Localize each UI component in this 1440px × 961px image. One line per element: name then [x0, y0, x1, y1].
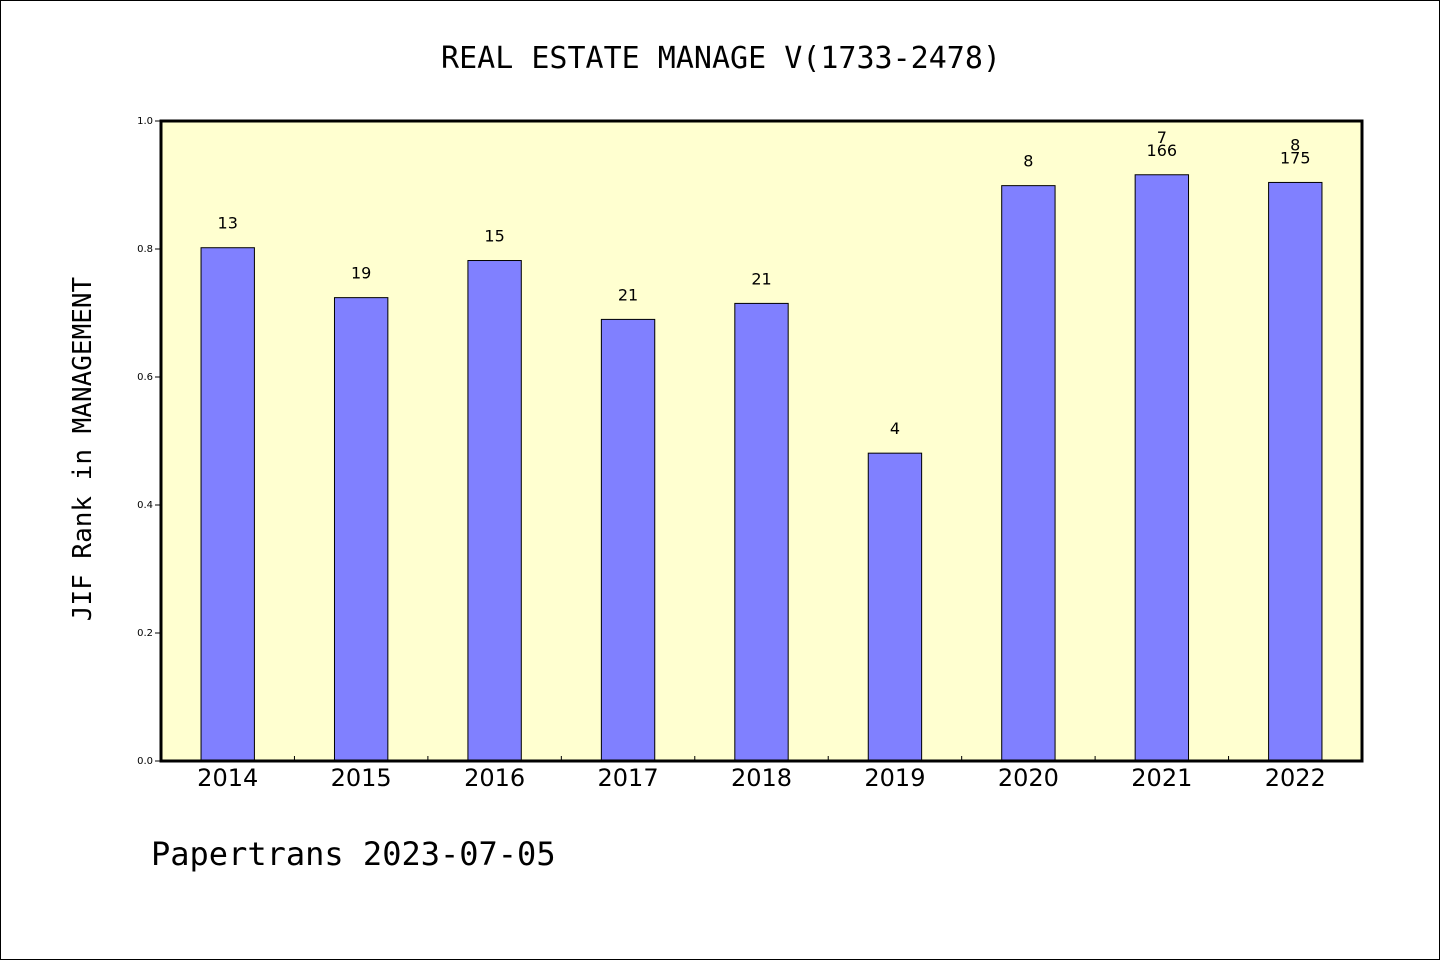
x-tick-label-2014: 2014 — [197, 764, 258, 792]
bar-2017 — [600, 318, 656, 762]
plot-border — [159, 119, 1364, 763]
bar-2020 — [1001, 185, 1056, 762]
data-label-2014-1: 13 — [218, 214, 238, 233]
data-label-2017-1: 21 — [618, 285, 638, 304]
y-tick-label-0.6: 0.6 — [137, 372, 153, 383]
data-label-2015-1: 19 — [351, 264, 371, 283]
y-tick-label-0.4: 0.4 — [137, 500, 153, 511]
data-label-2018-1: 21 — [751, 269, 771, 288]
bars-layer — [200, 174, 1323, 762]
x-tick-label-2022: 2022 — [1265, 764, 1326, 792]
x-tick-label-2021: 2021 — [1131, 764, 1192, 792]
chart-title: REAL ESTATE MANAGE V(1733-2478) — [441, 41, 1001, 76]
x-tick-label-2017: 2017 — [598, 764, 659, 792]
bar-2022 — [1268, 181, 1323, 762]
x-tick-label-2015: 2015 — [331, 764, 392, 792]
y-tick-label-0.2: 0.2 — [137, 628, 153, 639]
x-tick-label-2016: 2016 — [464, 764, 525, 792]
data-label-2022-2: 175 — [1280, 148, 1311, 167]
data-label-2020-1: 8 — [1023, 152, 1033, 171]
data-label-2021-1: 7 — [1157, 128, 1167, 147]
data-label-2019-1: 4 — [890, 419, 900, 438]
y-tick-label-0.0: 0.0 — [137, 756, 153, 767]
bar-2019 — [867, 452, 923, 762]
bar-2018 — [734, 302, 789, 762]
footer-credit: Papertrans 2023-07-05 — [151, 835, 556, 873]
data-label-2016-1: 15 — [484, 227, 504, 246]
x-tick-label-2018: 2018 — [731, 764, 792, 792]
y-tick-label-0.8: 0.8 — [137, 244, 153, 255]
x-tick-label-2019: 2019 — [864, 764, 925, 792]
y-tick-label-1.0: 1.0 — [137, 116, 153, 127]
bar-2015 — [333, 297, 389, 762]
data-label-2022-1: 8 — [1290, 135, 1300, 154]
ticks-layer: 2014 2015 2016 2017 2018 2019 2020 2021 2022 0.0 0… — [137, 116, 1326, 792]
bar-2014 — [200, 247, 255, 762]
data-label-2021-2: 166 — [1147, 141, 1178, 160]
bar-2016 — [467, 260, 522, 762]
bar-2021 — [1134, 174, 1190, 762]
y-axis-label: JIF Rank in MANAGEMENT — [68, 276, 98, 621]
x-tick-label-2020: 2020 — [998, 764, 1059, 792]
